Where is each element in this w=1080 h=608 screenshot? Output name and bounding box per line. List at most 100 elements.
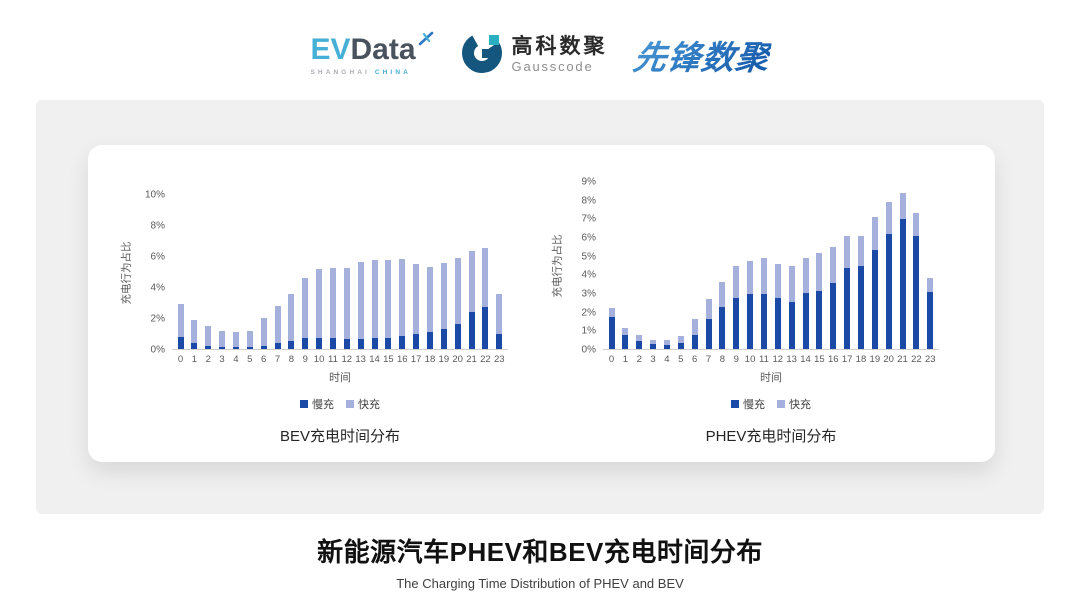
y-tick-label: 2% <box>581 307 596 319</box>
slow-charge-segment <box>468 312 475 349</box>
fast-charge-segment <box>191 319 198 343</box>
slow-charge-segment <box>636 340 643 349</box>
y-tick-label: 2% <box>150 313 165 325</box>
y-tick-label: 5% <box>581 251 596 263</box>
stacked-bar-hour-20 <box>451 195 464 349</box>
slow-charge-segment <box>454 324 461 349</box>
charts-card: 充电行为占比 0% 2% 4% 6% 8% 10% 0 1 2 3 4 5 6 7 8 9 10 11 12 13 1… <box>88 145 995 462</box>
phev-legend: 慢充 快充 <box>603 396 939 412</box>
slow-charge-segment <box>385 338 392 349</box>
fast-charge-segment <box>371 259 378 338</box>
fast-charge-segment <box>232 332 239 348</box>
stacked-bar-hour-17 <box>410 195 423 349</box>
x-tick-label: 11 <box>328 354 338 365</box>
slow-charge-segment <box>288 341 295 349</box>
fast-charge-segment <box>357 262 364 339</box>
stacked-bar-hour-22 <box>479 195 492 349</box>
slow-charge-segment <box>871 249 878 349</box>
stacked-bar-hour-8 <box>285 195 298 349</box>
stacked-bar-hour-1 <box>188 195 201 349</box>
stacked-bar-hour-21 <box>465 195 478 349</box>
slow-charge-segment <box>622 334 629 349</box>
x-tick-label: 2 <box>636 354 642 365</box>
fast-charge-segment <box>302 278 309 338</box>
slow-charge-segment <box>413 334 420 349</box>
page-title: 新能源汽车PHEV和BEV充电时间分布 <box>317 537 763 567</box>
page-subtitle: The Charging Time Distribution of PHEV a… <box>396 576 684 591</box>
fast-charge-segment <box>927 277 934 293</box>
fast-charge-segment <box>468 251 475 313</box>
gausscode-g-icon <box>461 32 503 79</box>
stacked-bar-hour-3 <box>647 182 660 349</box>
stacked-bar-hour-13 <box>785 182 798 349</box>
x-tick-label: 20 <box>452 354 463 365</box>
x-tick-label: 6 <box>692 354 698 365</box>
stacked-bar-hour-18 <box>854 182 867 349</box>
fast-charge-segment <box>622 328 629 335</box>
fast-charge-segment <box>496 294 503 335</box>
x-tick-label: 19 <box>438 354 450 365</box>
slow-charge-segment <box>316 338 323 349</box>
stacked-bar-hour-10 <box>313 195 326 349</box>
fast-charge-segment <box>205 325 212 346</box>
x-tick-label: 0 <box>608 354 615 365</box>
fast-charge-segment <box>899 193 906 220</box>
evdata-logo-ev-text: EV <box>310 32 351 66</box>
fast-charge-segment <box>343 268 350 340</box>
fast-charge-segment <box>719 282 726 308</box>
fast-charge-segment <box>219 330 226 348</box>
evdata-logo-data-text: Data <box>350 32 416 66</box>
x-tick-label: 22 <box>911 354 922 365</box>
y-tick-label: 8% <box>581 195 596 207</box>
x-tick-label: 11 <box>759 354 769 365</box>
stacked-bar-hour-18 <box>423 195 436 349</box>
fast-charge-segment <box>788 266 795 302</box>
slow-charge-segment <box>205 345 212 349</box>
x-tick-label: 10 <box>313 354 325 365</box>
slow-charge-segment <box>705 319 712 349</box>
x-tick-label: 13 <box>786 354 797 365</box>
gausscode-cn-name: 高科数聚 <box>511 35 608 59</box>
y-tick-label: 6% <box>581 232 596 244</box>
y-tick-label: 0% <box>581 344 596 356</box>
fast-charge-segment <box>482 248 489 307</box>
x-tick-label: 5 <box>247 354 253 365</box>
y-tick-label: 10% <box>144 189 165 201</box>
stacked-bar-hour-23 <box>924 182 937 349</box>
footer: 新能源汽车PHEV和BEV充电时间分布 The Charging Time Di… <box>0 532 1080 591</box>
slow-charge-segment <box>913 235 920 349</box>
stacked-bar-hour-8 <box>716 182 729 349</box>
x-tick-label: 20 <box>883 354 894 365</box>
x-tick-label: 3 <box>219 354 225 365</box>
x-tick-label: 14 <box>800 354 811 365</box>
stacked-bar-hour-10 <box>744 182 757 349</box>
stacked-bar-hour-9 <box>730 182 743 349</box>
x-tick-label: 17 <box>410 354 422 365</box>
fast-charge-segment <box>274 305 281 344</box>
y-tick-label: 8% <box>150 220 165 232</box>
stacked-bar-hour-2 <box>202 195 215 349</box>
slow-charge-segment <box>899 219 906 349</box>
y-tick-label: 6% <box>150 251 165 263</box>
legend-item-slow: 慢充 <box>300 396 334 412</box>
fast-charge-segment <box>705 298 712 320</box>
stacked-bar-hour-15 <box>382 195 395 349</box>
slow-charge-segment <box>399 335 406 349</box>
fast-charge-segment <box>246 330 253 348</box>
fast-charge-segment <box>650 339 657 344</box>
fast-charge-segment <box>413 264 420 335</box>
x-tick-label: 1 <box>622 354 628 365</box>
phev-plot-area <box>603 182 939 350</box>
slow-charge-segment <box>274 343 281 349</box>
fast-charge-segment <box>316 268 323 339</box>
stacked-bar-hour-14 <box>799 182 812 349</box>
slow-charge-segment <box>357 339 364 349</box>
fast-charge-segment <box>913 212 920 236</box>
fast-charge-segment <box>636 335 643 341</box>
x-tick-label: 12 <box>341 354 353 365</box>
logo-row: EV Data SHANGHAI CHINA <box>0 20 1080 90</box>
slow-charge-segment <box>857 265 864 349</box>
fast-charge-segment <box>399 258 406 336</box>
pioneer-logo: 先锋数聚 <box>631 31 772 79</box>
bev-plot-area <box>172 195 508 350</box>
